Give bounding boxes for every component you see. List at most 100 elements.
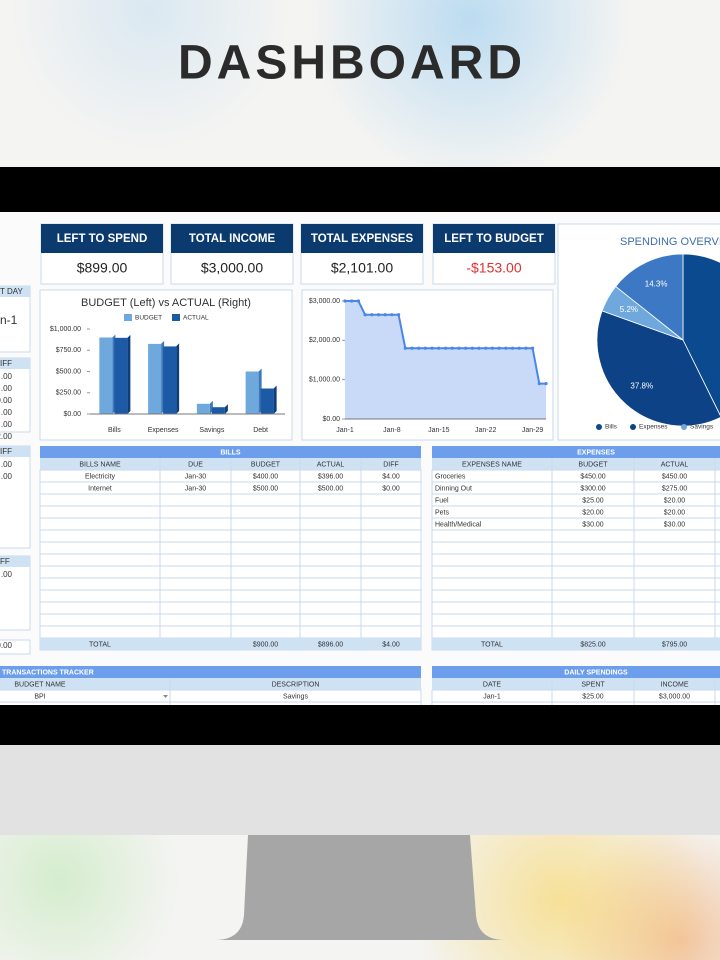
point bbox=[363, 313, 367, 317]
panel-header bbox=[0, 446, 30, 457]
panel-header bbox=[0, 358, 30, 369]
bezel-top bbox=[0, 167, 720, 212]
bar bbox=[211, 407, 225, 414]
point bbox=[464, 346, 468, 350]
table-cell: $400.00 bbox=[253, 473, 278, 480]
bar-side bbox=[176, 343, 180, 414]
point bbox=[350, 299, 354, 303]
panel-cell: .00 bbox=[1, 460, 13, 469]
y-tick-label: $750.00 bbox=[56, 347, 81, 354]
table-cell: Internet bbox=[88, 485, 112, 492]
total-cell: $896.00 bbox=[318, 641, 343, 648]
legend-swatch bbox=[630, 424, 636, 430]
card-label: TOTAL INCOME bbox=[189, 233, 276, 245]
column-header: BUDGET bbox=[578, 461, 608, 468]
column-header: DATE bbox=[483, 681, 501, 688]
bezel-bottom bbox=[0, 705, 720, 745]
bar bbox=[114, 337, 128, 414]
x-tick-label: Jan-8 bbox=[383, 427, 401, 434]
table-cell: $300.00 bbox=[580, 485, 605, 492]
point bbox=[370, 313, 374, 317]
y-tick-label: $2,000.00 bbox=[309, 337, 340, 344]
column-header: INCOME bbox=[661, 681, 689, 688]
panel-cell: 0.00 bbox=[0, 396, 13, 405]
point bbox=[390, 313, 394, 317]
table-cell: BPI bbox=[34, 693, 45, 700]
table-cell: $500.00 bbox=[253, 485, 278, 492]
total-cell: $4.00 bbox=[382, 641, 400, 648]
card-header bbox=[433, 224, 555, 253]
total-row bbox=[432, 638, 720, 650]
table-title: DAILY SPENDINGS bbox=[564, 669, 628, 676]
legend-label: Savings bbox=[690, 424, 714, 431]
point bbox=[343, 299, 347, 303]
table-cell: $30.00 bbox=[582, 521, 604, 528]
x-tick-label: Debt bbox=[253, 427, 268, 434]
monitor-stand bbox=[215, 835, 505, 940]
legend-label: Bills bbox=[605, 424, 618, 431]
column-header: BUDGET bbox=[251, 461, 281, 468]
y-tick-label: $1,000.00 bbox=[50, 326, 81, 333]
x-tick-label: Jan-22 bbox=[475, 427, 497, 434]
slice-label: 14.3% bbox=[645, 279, 668, 288]
panel-cell: .00 bbox=[1, 472, 13, 481]
area-fill bbox=[345, 301, 546, 419]
card-header bbox=[301, 224, 423, 253]
x-tick-label: Jan-1 bbox=[336, 427, 354, 434]
point bbox=[410, 346, 414, 350]
table-cell: $25.00 bbox=[582, 497, 604, 504]
point bbox=[510, 346, 515, 350]
panel-cell: .00 bbox=[1, 420, 13, 429]
point bbox=[470, 346, 474, 350]
card-value: -$153.00 bbox=[466, 260, 521, 276]
table-cell: $30.00 bbox=[664, 521, 686, 528]
table-cell: $20.00 bbox=[582, 509, 604, 516]
x-tick-label: Savings bbox=[199, 427, 224, 434]
table-title: TRANSACTIONS TRACKER bbox=[2, 669, 94, 676]
y-tick-label: $0.00 bbox=[63, 411, 81, 418]
panel-cell: .00 bbox=[1, 570, 13, 579]
y-tick-label: $3,000.00 bbox=[309, 298, 340, 305]
table-cell: Savings bbox=[283, 693, 308, 700]
x-tick-label: Jan-29 bbox=[522, 427, 544, 434]
column-header: BILLS NAME bbox=[79, 461, 121, 468]
panel-header bbox=[0, 556, 30, 567]
table-title: EXPENSES bbox=[577, 449, 615, 456]
point bbox=[376, 313, 381, 317]
card-header bbox=[41, 224, 163, 253]
table-cell: Pets bbox=[435, 509, 450, 516]
table-header-row bbox=[432, 678, 720, 690]
column-header: SPENT bbox=[581, 681, 605, 688]
card-label: TOTAL EXPENSES bbox=[311, 233, 414, 245]
bar bbox=[196, 403, 210, 414]
panel-header-text: IFF bbox=[0, 447, 12, 456]
panel-cell: .00 bbox=[1, 372, 13, 381]
legend-label: ACTUAL bbox=[183, 315, 209, 322]
table-title-bar bbox=[432, 666, 720, 678]
legend-swatch bbox=[124, 314, 132, 321]
total-cell: TOTAL bbox=[481, 641, 503, 648]
card-header bbox=[171, 224, 293, 253]
panel-cell: .00 bbox=[1, 408, 13, 417]
panel-cell: 0.00 bbox=[0, 641, 13, 650]
table-cell: $4.00 bbox=[382, 473, 400, 480]
point bbox=[517, 346, 521, 350]
x-tick-label: Bills bbox=[108, 427, 121, 434]
bar-side bbox=[273, 385, 277, 414]
bar bbox=[245, 371, 259, 414]
table-cell: $25.00 bbox=[582, 693, 604, 700]
bar-side bbox=[224, 404, 228, 414]
point bbox=[437, 346, 441, 350]
panel-header-text: T DAY bbox=[0, 287, 23, 296]
column-header: ACTUAL bbox=[661, 461, 689, 468]
point bbox=[457, 346, 461, 350]
table-header-row bbox=[0, 678, 421, 690]
panel-cell: n-1 bbox=[0, 313, 18, 327]
pie-slice bbox=[615, 253, 684, 341]
table-cell: Health/Medical bbox=[435, 521, 482, 528]
monitor-chin bbox=[0, 745, 720, 835]
table-title-bar bbox=[40, 446, 421, 458]
screen-content: T DAY n-1 IFF .00 .00 0.00 .00 .00 2.00 IFF .00 .00… bbox=[0, 223, 720, 715]
point bbox=[537, 382, 541, 386]
